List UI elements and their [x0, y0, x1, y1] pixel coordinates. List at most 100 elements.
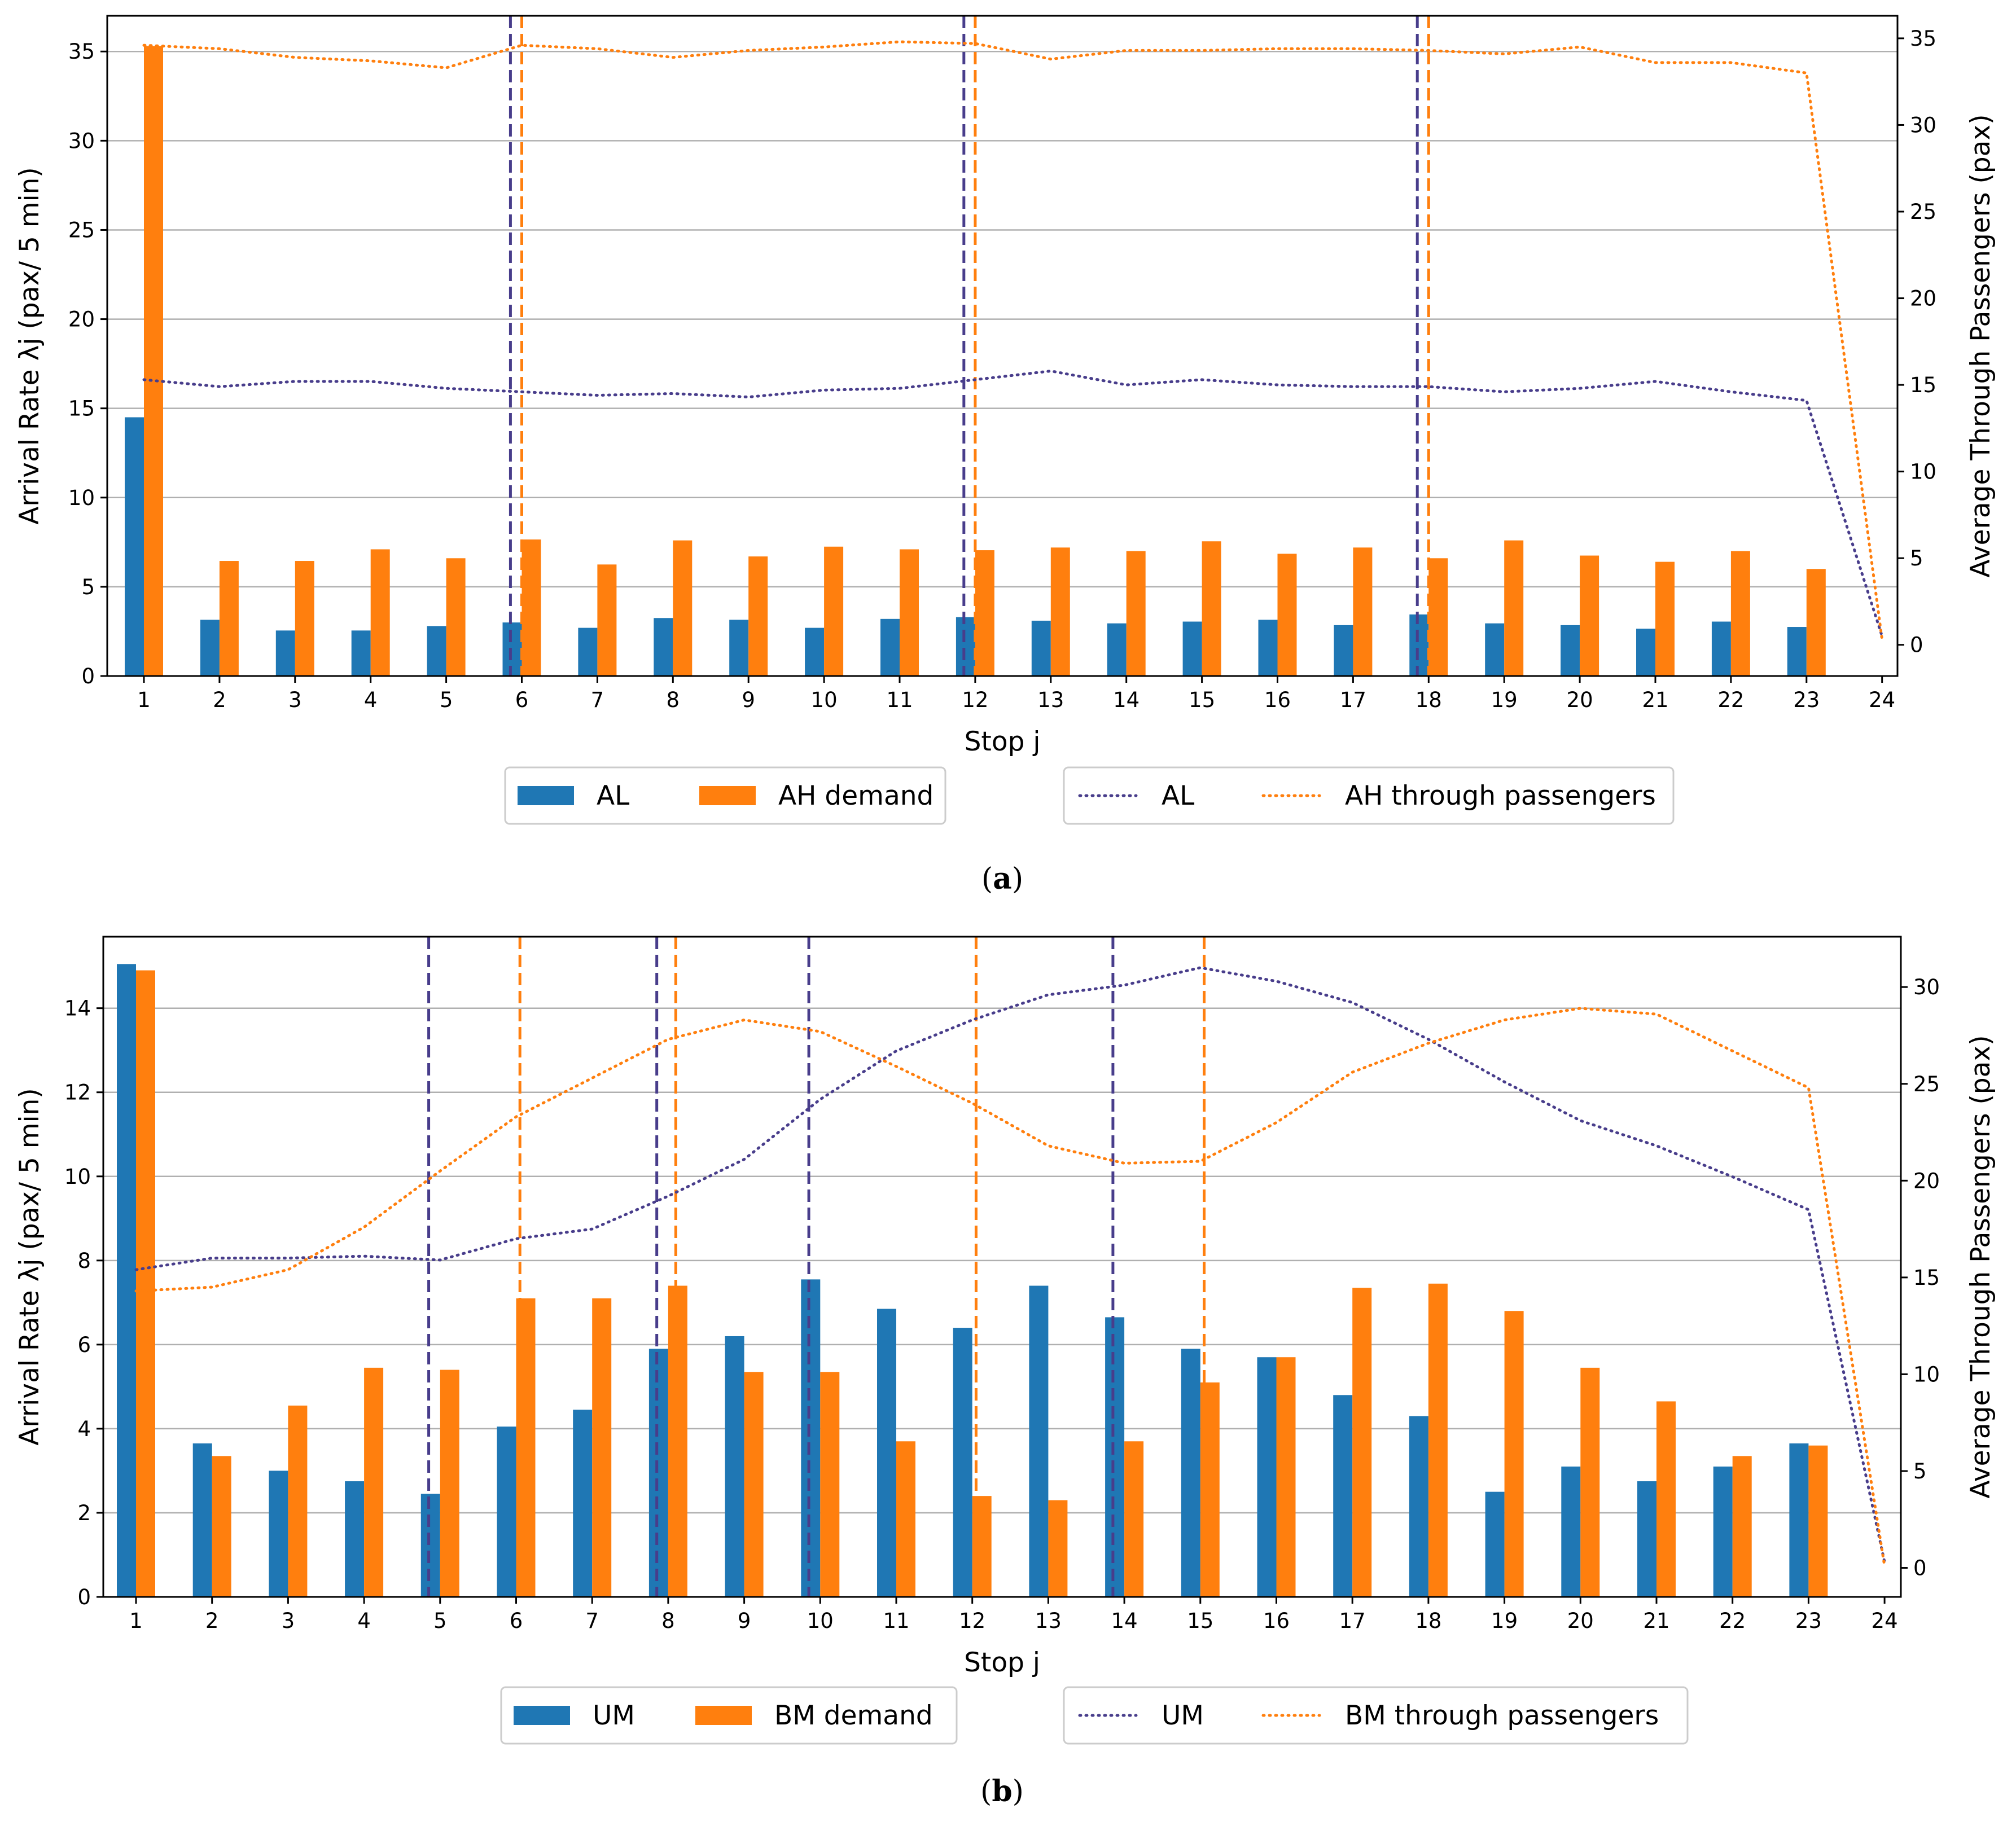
panel-b-bar-um	[1789, 1443, 1809, 1597]
panel-a-y2tick-label: 15	[1910, 373, 1936, 397]
panel-b-bar-um	[1485, 1491, 1505, 1597]
panel-a-xtick-label: 11	[886, 688, 913, 712]
panel-b-xtick-label: 3	[282, 1609, 295, 1633]
panel-b-y2tick-label: 0	[1913, 1556, 1927, 1581]
panel-a-ytick-label: 5	[81, 575, 95, 599]
panel-b-ytick-label: 4	[77, 1417, 91, 1441]
panel-a-bar-ah-demand	[1730, 551, 1750, 676]
panel-a-legend-label: AL	[597, 780, 629, 811]
panel-a-bar-ah-demand	[295, 561, 314, 676]
panel-a-xtick-label: 2	[213, 688, 226, 712]
panel-a-bar-al	[729, 620, 749, 676]
panel-a-legend-label: AH demand	[778, 780, 934, 811]
panel-b-xtick-label: 1	[129, 1609, 143, 1633]
panel-a-ytick-label: 25	[68, 218, 95, 242]
panel-a-ytick-label: 20	[68, 308, 95, 332]
panel-a-bar-ah-demand	[219, 561, 239, 676]
panel-b-y2tick-label: 15	[1913, 1266, 1940, 1290]
panel-a-y2tick-label: 20	[1910, 287, 1936, 311]
panel-a-bar-ah-demand	[1580, 555, 1599, 676]
panel-a-bar-ah-demand	[1655, 561, 1675, 676]
panel-a-xtick-label: 21	[1642, 688, 1668, 712]
panel-a-bar-al	[1409, 614, 1429, 676]
panel-b-bar-bm-demand	[972, 1496, 992, 1597]
panel-b-xtick-label: 2	[205, 1609, 219, 1633]
panel-a-xtick-label: 20	[1567, 688, 1593, 712]
panel-a-bar-ah-demand	[975, 550, 994, 676]
panel-b-xtick-label: 11	[883, 1609, 909, 1633]
panel-b-bar-um	[1029, 1285, 1049, 1597]
panel-a-bar-al	[654, 618, 673, 676]
panel-b-legend-swatch	[514, 1706, 570, 1725]
panel-b-xtick-label: 19	[1491, 1609, 1518, 1633]
panel-b-xtick-label: 12	[959, 1609, 985, 1633]
panel-a-bar-al	[1334, 625, 1353, 676]
panel-b-bar-um	[725, 1336, 744, 1597]
panel-b-y2tick-label: 30	[1913, 975, 1940, 999]
panel-a-ylabel: Arrival Rate λj (pax/ 5 min)	[14, 167, 45, 525]
panel-a-ytick-label: 10	[68, 486, 95, 510]
panel-a-legend-lines	[1063, 766, 1675, 825]
panel-a-xtick-label: 14	[1113, 688, 1140, 712]
panel-b-bar-um	[1409, 1416, 1428, 1597]
panel-b-xtick-label: 16	[1263, 1609, 1290, 1633]
panel-a-legend-line-label: AH through passengers	[1345, 780, 1656, 811]
panel-b-xtick-label: 14	[1111, 1609, 1138, 1633]
panel-a-bar-al	[1258, 620, 1278, 676]
panel-a-plot-frame	[106, 15, 1899, 677]
panel-b-xtick-label: 24	[1872, 1609, 1898, 1633]
panel-a-bar-ah-demand	[1806, 569, 1826, 676]
panel-b-xtick-label: 17	[1339, 1609, 1366, 1633]
panel-a-bar-ah-demand	[446, 558, 466, 676]
panel-a-caption: (a)	[981, 862, 1023, 896]
panel-a-bar-al	[1031, 620, 1051, 676]
panel-a-xtick-label: 15	[1189, 688, 1215, 712]
panel-b-bar-um	[648, 1349, 668, 1597]
panel-a-bar-al	[1711, 621, 1731, 676]
panel-a-bar-ah-demand	[1202, 541, 1221, 676]
panel-a-xtick-label: 24	[1869, 688, 1895, 712]
panel-a-bar-al	[880, 618, 900, 676]
panel-a-bar-ah-demand	[1050, 547, 1070, 676]
panel-b-ytick-label: 12	[64, 1081, 91, 1105]
panel-b-bar-um	[953, 1328, 972, 1597]
panel-b-y2label: Average Through Passengers (pax)	[1965, 1035, 1996, 1498]
panel-b-xtick-label: 7	[585, 1609, 599, 1633]
panel-b-xtick-label: 23	[1795, 1609, 1822, 1633]
panel-b-bar-um	[1637, 1481, 1656, 1597]
panel-b-bar-bm-demand	[592, 1298, 612, 1597]
panel-a-bar-al	[956, 617, 975, 676]
panel-a-legend-line-label: AL	[1162, 780, 1194, 811]
panel-a-xtick-label: 10	[811, 688, 838, 712]
panel-b-bar-um	[345, 1481, 365, 1597]
panel-a-xtick-label: 17	[1340, 688, 1366, 712]
panel-b-bar-um	[269, 1471, 288, 1597]
panel-b-ytick-label: 0	[77, 1585, 91, 1609]
panel-a-xtick-label: 16	[1264, 688, 1291, 712]
panel-b-xtick-label: 4	[357, 1609, 371, 1633]
panel-b-bar-bm-demand	[288, 1405, 308, 1597]
panel-a-xtick-label: 18	[1415, 688, 1442, 712]
panel-a-bar-ah-demand	[1504, 540, 1524, 676]
panel-b-bar-bm-demand	[1352, 1288, 1372, 1597]
panel-b-bar-bm-demand	[1808, 1445, 1828, 1597]
panel-a-xtick-label: 3	[288, 688, 302, 712]
panel-a-bar-ah-demand	[824, 546, 844, 676]
panel-a-bar-al	[502, 622, 522, 676]
panel-a-bar-al	[351, 630, 371, 676]
panel-a-bar-ah-demand	[1428, 558, 1448, 676]
panel-a-bar-ah-demand	[1277, 554, 1297, 676]
panel-b-bar-bm-demand	[1732, 1456, 1752, 1597]
panel-a-line-ah-through-passengers	[142, 40, 1884, 642]
panel-a-xtick-label: 1	[137, 688, 151, 712]
panel-b-y2tick-label: 10	[1913, 1362, 1940, 1386]
panel-b-xtick-label: 21	[1643, 1609, 1669, 1633]
panel-b-bar-bm-demand	[1428, 1283, 1448, 1597]
panel-a-xtick-label: 13	[1037, 688, 1064, 712]
panel-a-y2label: Average Through Passengers (pax)	[1965, 114, 1996, 577]
panel-b-bar-bm-demand	[1656, 1401, 1676, 1597]
panel-a-bar-al	[125, 417, 144, 676]
panel-a-xtick-label: 6	[515, 688, 529, 712]
panel-b-xtick-label: 22	[1719, 1609, 1746, 1633]
